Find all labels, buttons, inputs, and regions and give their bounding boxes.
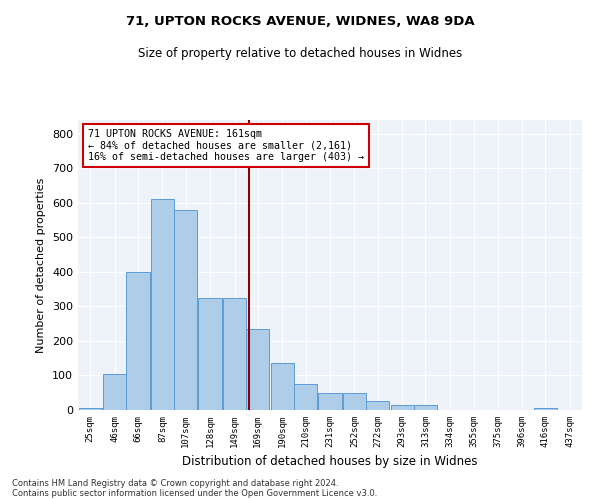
Text: Contains public sector information licensed under the Open Government Licence v3: Contains public sector information licen… bbox=[12, 488, 377, 498]
Bar bbox=[366, 402, 389, 410]
Text: 71 UPTON ROCKS AVENUE: 161sqm
← 84% of detached houses are smaller (2,161)
16% o: 71 UPTON ROCKS AVENUE: 161sqm ← 84% of d… bbox=[88, 128, 364, 162]
Bar bbox=[79, 408, 102, 410]
Text: Size of property relative to detached houses in Widnes: Size of property relative to detached ho… bbox=[138, 48, 462, 60]
Bar bbox=[199, 298, 222, 410]
Bar bbox=[151, 200, 174, 410]
Bar bbox=[103, 374, 127, 410]
Text: Contains HM Land Registry data © Crown copyright and database right 2024.: Contains HM Land Registry data © Crown c… bbox=[12, 478, 338, 488]
X-axis label: Distribution of detached houses by size in Widnes: Distribution of detached houses by size … bbox=[182, 456, 478, 468]
Bar bbox=[391, 405, 414, 410]
Y-axis label: Number of detached properties: Number of detached properties bbox=[37, 178, 46, 352]
Bar bbox=[533, 408, 557, 410]
Text: 71, UPTON ROCKS AVENUE, WIDNES, WA8 9DA: 71, UPTON ROCKS AVENUE, WIDNES, WA8 9DA bbox=[125, 15, 475, 28]
Bar bbox=[343, 392, 366, 410]
Bar bbox=[414, 405, 437, 410]
Bar bbox=[174, 210, 197, 410]
Bar bbox=[271, 364, 294, 410]
Bar bbox=[223, 298, 246, 410]
Bar bbox=[319, 392, 341, 410]
Bar bbox=[246, 329, 269, 410]
Bar bbox=[127, 272, 149, 410]
Bar bbox=[294, 384, 317, 410]
